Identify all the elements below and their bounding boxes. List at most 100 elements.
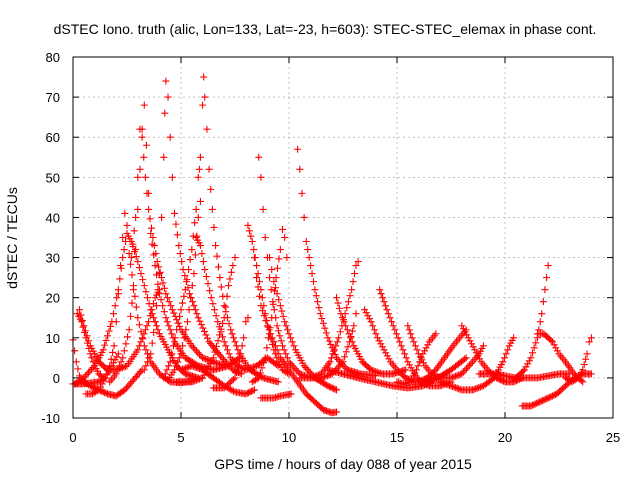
- data-point: [476, 383, 484, 391]
- data-point: [162, 314, 170, 322]
- data-point: [341, 353, 349, 361]
- data-point: [442, 380, 450, 388]
- series-21: [296, 258, 362, 382]
- data-point: [205, 338, 213, 346]
- data-point: [307, 374, 315, 382]
- data-point: [153, 322, 161, 330]
- data-point: [547, 336, 555, 344]
- data-point: [520, 366, 528, 374]
- data-point: [200, 73, 208, 81]
- data-point: [552, 344, 560, 352]
- series-18: [248, 225, 291, 386]
- data-point: [196, 242, 204, 250]
- data-point: [419, 359, 427, 367]
- data-point: [95, 386, 103, 394]
- data-point: [194, 173, 202, 181]
- data-point: [283, 354, 291, 362]
- data-point: [413, 346, 421, 354]
- data-point: [260, 312, 268, 320]
- data-point: [325, 337, 333, 345]
- data-point: [255, 374, 263, 382]
- data-point: [367, 318, 375, 326]
- data-point: [197, 321, 205, 329]
- data-point: [334, 299, 342, 307]
- data-point: [243, 365, 251, 373]
- data-point: [280, 346, 288, 354]
- data-point: [522, 363, 530, 371]
- data-point: [587, 370, 595, 378]
- data-point: [218, 354, 226, 362]
- data-point: [405, 326, 413, 334]
- data-point: [189, 344, 197, 352]
- data-point: [150, 328, 158, 336]
- data-point: [162, 77, 170, 85]
- data-point: [196, 197, 204, 205]
- data-point: [231, 338, 239, 346]
- series-34: [533, 330, 587, 386]
- series-20: [294, 145, 379, 380]
- data-point: [383, 352, 391, 360]
- data-point: [166, 133, 174, 141]
- data-point: [193, 310, 201, 318]
- data-point: [222, 383, 230, 391]
- series-27: [393, 330, 440, 388]
- data-point: [163, 318, 171, 326]
- data-point: [550, 341, 558, 349]
- data-point: [103, 371, 111, 379]
- data-point: [75, 306, 83, 314]
- data-point: [178, 258, 186, 266]
- data-point: [151, 262, 159, 270]
- data-point: [326, 358, 334, 366]
- data-point: [351, 270, 359, 278]
- data-point: [478, 382, 486, 390]
- data-point: [281, 234, 289, 241]
- data-point: [266, 274, 274, 282]
- data-point: [384, 310, 392, 318]
- data-point: [410, 338, 418, 346]
- data-point: [154, 286, 162, 294]
- data-point: [276, 302, 284, 310]
- data-point: [268, 266, 276, 274]
- data-point: [124, 333, 132, 341]
- data-point: [101, 341, 109, 349]
- data-point: [196, 317, 204, 325]
- data-point: [248, 238, 256, 246]
- x-tick-label: 5: [177, 430, 184, 445]
- data-point: [242, 318, 250, 326]
- data-point: [170, 309, 178, 317]
- series-32: [475, 370, 574, 382]
- data-point: [470, 385, 478, 393]
- data-point: [320, 373, 328, 381]
- data-point: [194, 213, 202, 221]
- data-point: [199, 101, 207, 109]
- data-point: [125, 250, 133, 258]
- data-point: [185, 363, 193, 371]
- data-point: [270, 338, 278, 346]
- y-tick-label: -10: [41, 411, 60, 426]
- data-point: [142, 326, 150, 334]
- data-point: [210, 306, 218, 314]
- data-point: [202, 355, 210, 363]
- data-point: [140, 330, 148, 338]
- data-point: [332, 342, 340, 350]
- data-point: [150, 314, 158, 322]
- data-point: [82, 334, 90, 342]
- data-point: [464, 363, 472, 371]
- data-point: [156, 268, 164, 276]
- data-point: [134, 173, 142, 181]
- data-point: [214, 337, 222, 345]
- data-point: [467, 360, 475, 368]
- data-point: [220, 302, 228, 310]
- data-point: [262, 317, 270, 325]
- data-point: [212, 242, 220, 250]
- data-point: [196, 350, 204, 358]
- data-point: [455, 371, 463, 379]
- data-point: [471, 346, 479, 354]
- data-point: [191, 377, 199, 385]
- data-point: [228, 386, 236, 394]
- data-point: [107, 355, 115, 363]
- data-point: [219, 319, 227, 327]
- data-point: [137, 368, 145, 376]
- data-point: [461, 355, 469, 363]
- data-point: [447, 382, 455, 390]
